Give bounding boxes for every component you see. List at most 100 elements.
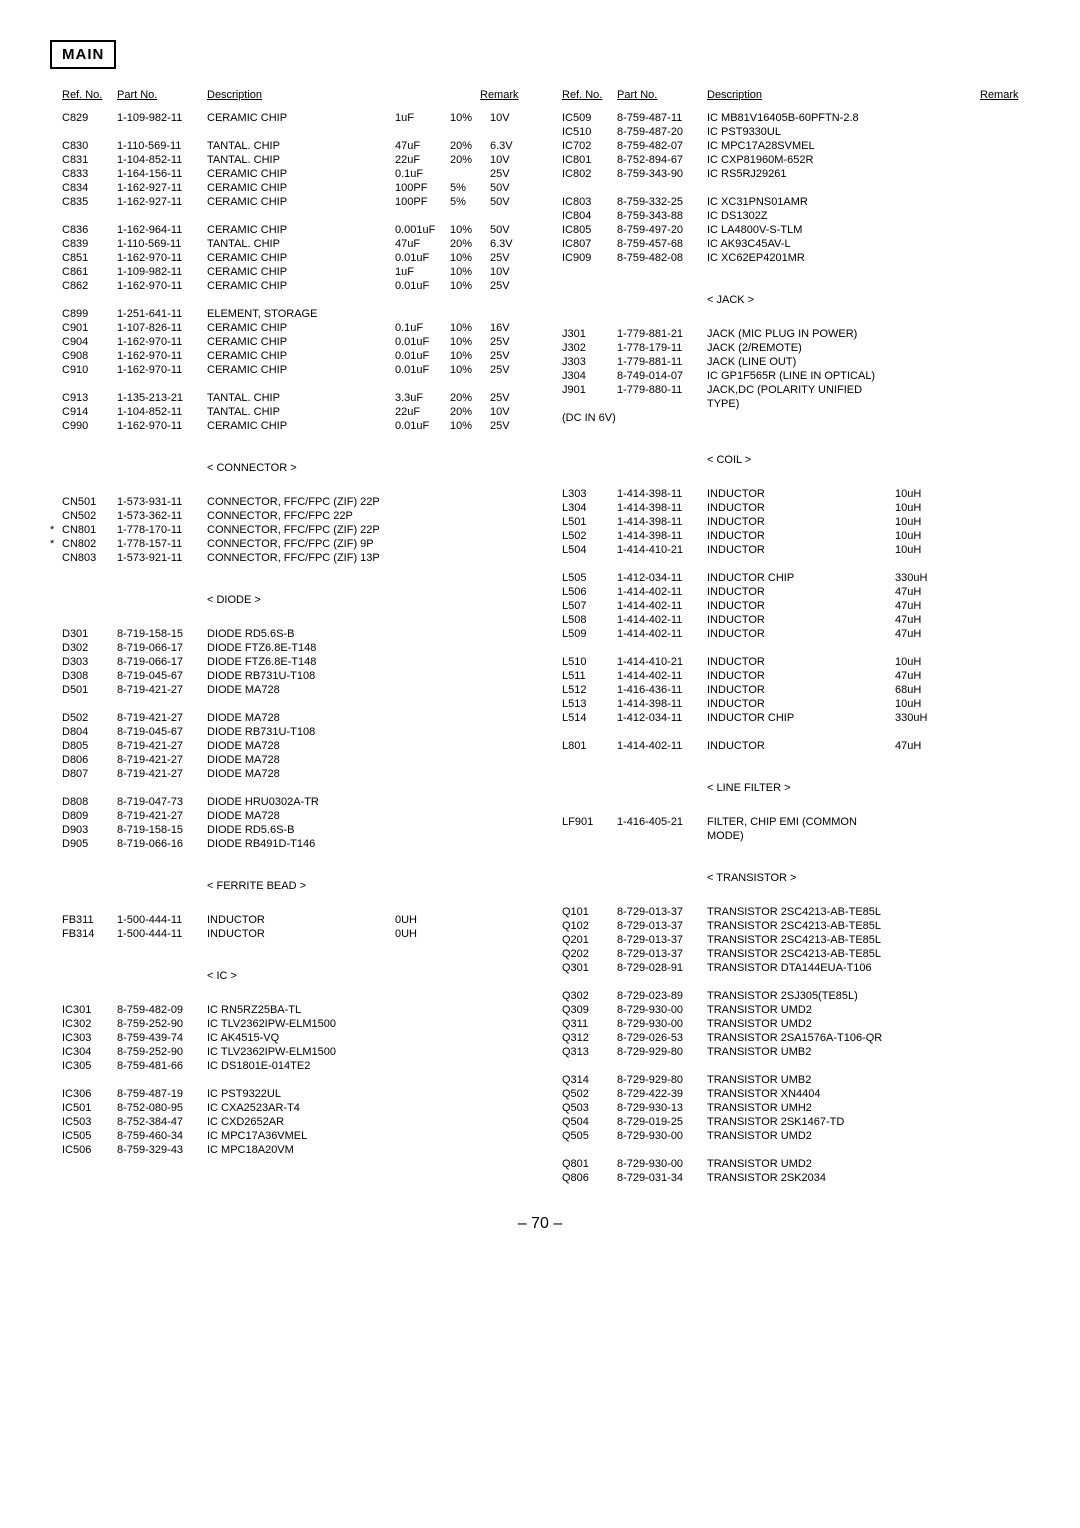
value1 <box>895 905 950 919</box>
value1: 330uH <box>895 571 950 585</box>
table-row: IC5058-759-460-34IC MPC17A36VMEL <box>50 1129 530 1143</box>
table-row: C9101-162-970-11CERAMIC CHIP0.01uF10%25V <box>50 363 530 377</box>
part-no: 8-759-487-20 <box>617 125 707 139</box>
value3 <box>990 383 1030 411</box>
description: IC AK93C45AV-L <box>707 237 895 251</box>
value2: 20% <box>450 391 490 405</box>
star-mark <box>550 1101 562 1115</box>
description: JACK (2/REMOTE) <box>707 341 895 355</box>
ref-no: IC909 <box>562 251 617 265</box>
value3 <box>490 495 530 509</box>
part-no: 8-729-026-53 <box>617 1031 707 1045</box>
value2 <box>450 1045 490 1059</box>
part-no: 8-719-421-27 <box>117 683 207 697</box>
hdr-ref: Ref. No. <box>62 89 117 101</box>
value1 <box>395 1045 450 1059</box>
part-no: 1-109-982-11 <box>117 265 207 279</box>
value1: 47uF <box>395 139 450 153</box>
hdr-ref: Ref. No. <box>562 89 617 101</box>
value3: 6.3V <box>490 237 530 251</box>
value2 <box>950 1045 990 1059</box>
ref-no: LF901 <box>562 815 617 843</box>
value3 <box>490 1003 530 1017</box>
ref-no: Q302 <box>562 989 617 1003</box>
ref-no: C901 <box>62 321 117 335</box>
star-mark <box>550 487 562 501</box>
part-no: 8-719-158-15 <box>117 823 207 837</box>
value1 <box>895 815 950 843</box>
value2 <box>950 501 990 515</box>
star-mark <box>50 153 62 167</box>
value3: 25V <box>490 419 530 433</box>
value1: 10uH <box>895 487 950 501</box>
value3 <box>490 655 530 669</box>
description: TRANSISTOR UMD2 <box>707 1129 895 1143</box>
value2 <box>950 1031 990 1045</box>
value3 <box>490 307 530 321</box>
value1: 0.01uF <box>395 279 450 293</box>
ref-no: Q504 <box>562 1115 617 1129</box>
star-mark <box>50 739 62 753</box>
part-no: 8-729-930-00 <box>617 1129 707 1143</box>
description: INDUCTOR <box>707 599 895 613</box>
value1: 10uH <box>895 697 950 711</box>
table-row: C9141-104-852-11TANTAL. CHIP22uF20%10V <box>50 405 530 419</box>
value2 <box>950 355 990 369</box>
value2 <box>450 1101 490 1115</box>
description: TRANSISTOR XN4404 <box>707 1087 895 1101</box>
value1 <box>895 125 950 139</box>
value3 <box>990 571 1030 585</box>
part-no: 1-104-852-11 <box>117 153 207 167</box>
part-no: 1-573-931-11 <box>117 495 207 509</box>
description: TANTAL. CHIP <box>207 237 395 251</box>
value1 <box>895 383 950 411</box>
table-row: FB3111-500-444-11INDUCTOR0UH <box>50 913 530 927</box>
table-row: L3031-414-398-11INDUCTOR10uH <box>550 487 1030 501</box>
value3: 10V <box>490 153 530 167</box>
part-no: 8-759-482-09 <box>117 1003 207 1017</box>
description: TRANSISTOR 2SC4213-AB-TE85L <box>707 905 895 919</box>
star-mark <box>550 947 562 961</box>
value3 <box>490 837 530 851</box>
spacer-row <box>550 425 1030 439</box>
part-no: 8-729-930-13 <box>617 1101 707 1115</box>
value3 <box>990 1031 1030 1045</box>
table-row: J3011-779-881-21JACK (MIC PLUG IN POWER) <box>550 327 1030 341</box>
table-row: D3028-719-066-17DIODE FTZ6.8E-T148 <box>50 641 530 655</box>
ref-no: FB314 <box>62 927 117 941</box>
table-row: Q3018-729-028-91TRANSISTOR DTA144EUA-T10… <box>550 961 1030 975</box>
value3: 25V <box>490 251 530 265</box>
value1 <box>395 767 450 781</box>
table-row: FB3141-500-444-11INDUCTOR0UH <box>50 927 530 941</box>
ref-no: D303 <box>62 655 117 669</box>
ref-no: D501 <box>62 683 117 697</box>
ref-no: CN502 <box>62 509 117 523</box>
star-mark <box>50 111 62 125</box>
table-row: C9901-162-970-11CERAMIC CHIP0.01uF10%25V <box>50 419 530 433</box>
description: CERAMIC CHIP <box>207 363 395 377</box>
description: TRANSISTOR 2SC4213-AB-TE85L <box>707 919 895 933</box>
value2 <box>950 153 990 167</box>
description: TRANSISTOR UMH2 <box>707 1101 895 1115</box>
part-no: 1-414-402-11 <box>617 627 707 641</box>
table-row: L5141-412-034-11INDUCTOR CHIP330uH <box>550 711 1030 725</box>
ref-no: C836 <box>62 223 117 237</box>
table-row: Q3098-729-930-00TRANSISTOR UMD2 <box>550 1003 1030 1017</box>
star-mark <box>550 989 562 1003</box>
part-no: 8-759-487-11 <box>617 111 707 125</box>
table-row: Q8018-729-930-00TRANSISTOR UMD2 <box>550 1157 1030 1171</box>
description: INDUCTOR <box>707 543 895 557</box>
description: IC MB81V16405B-60PFTN-2.8 <box>707 111 895 125</box>
table-row: C9131-135-213-21TANTAL. CHIP3.3uF20%25V <box>50 391 530 405</box>
part-no: 1-414-402-11 <box>617 599 707 613</box>
value3 <box>990 1003 1030 1017</box>
spacer-row <box>550 975 1030 989</box>
table-row: L5121-416-436-11INDUCTOR68uH <box>550 683 1030 697</box>
value1 <box>895 327 950 341</box>
star-mark <box>50 279 62 293</box>
value3 <box>990 919 1030 933</box>
ref-no: IC801 <box>562 153 617 167</box>
star-mark <box>50 725 62 739</box>
value2 <box>450 795 490 809</box>
ref-no: C839 <box>62 237 117 251</box>
